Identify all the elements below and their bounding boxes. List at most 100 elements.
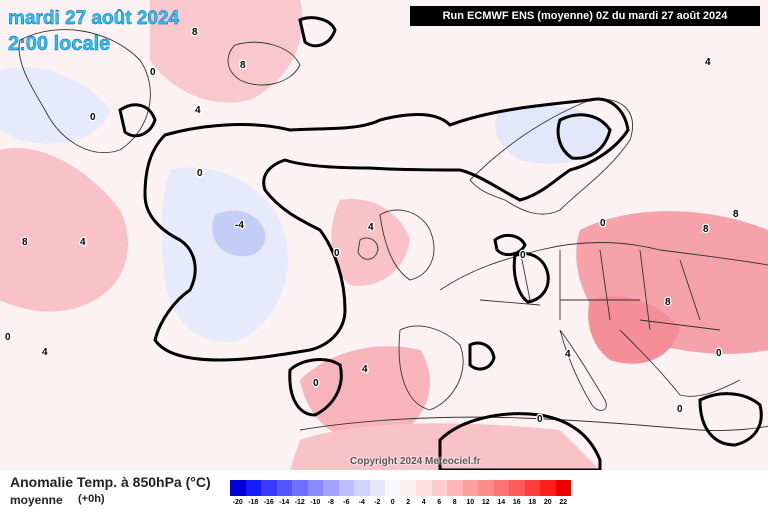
color-scale-swatch bbox=[354, 480, 370, 496]
color-scale-swatch bbox=[385, 480, 401, 496]
coastline-british-isles bbox=[357, 209, 435, 281]
zero-contour-arctic bbox=[118, 16, 337, 138]
color-scale-tick-label: -14 bbox=[279, 499, 290, 506]
zero-contour-atlantic bbox=[143, 97, 630, 362]
color-scale-swatch bbox=[369, 480, 385, 496]
color-scale-tick-label: -2 bbox=[374, 499, 381, 506]
variable-title: Anomalie Temp. à 850hPa (°C) bbox=[10, 474, 211, 490]
zero-contour-mediterranean bbox=[438, 412, 602, 470]
color-scale-swatch bbox=[431, 480, 447, 496]
borders-europe bbox=[479, 249, 721, 331]
color-scale-swatch bbox=[524, 480, 540, 496]
color-scale-tick-label: 18 bbox=[528, 499, 537, 506]
cool-anomaly-areas bbox=[0, 67, 610, 342]
warm-area-north-africa bbox=[290, 423, 600, 470]
warm-area-biscay bbox=[331, 199, 410, 286]
zero-contour-north-sea bbox=[493, 233, 550, 304]
color-scale-swatch bbox=[509, 480, 525, 496]
contour-label-four: 4 bbox=[42, 347, 48, 358]
copyright-notice: Copyright 2024 Meteociel.fr bbox=[350, 456, 481, 467]
color-scale-tick-label: 4 bbox=[421, 499, 426, 506]
cool-area-center bbox=[212, 210, 266, 257]
color-scale-ticks: -20 -18 -16 -14 -12 -10 -8 -6 -4 -2 0 2 4 6 8 10 12 14 16 1… bbox=[230, 499, 571, 509]
color-scale-tick-label: -20 bbox=[232, 499, 243, 506]
color-scale-swatch bbox=[462, 480, 478, 496]
contour-label-zero: 0 bbox=[5, 332, 11, 343]
legend-panel: Anomalie Temp. à 850hPa (°C) moyenne (+0… bbox=[0, 470, 768, 512]
warm-area-west-atlantic bbox=[0, 148, 128, 312]
contour-label-minus4: -4 bbox=[235, 220, 244, 231]
coastlines bbox=[18, 29, 768, 431]
color-scale-swatch bbox=[261, 480, 277, 496]
zero-contours bbox=[118, 16, 763, 470]
coastline-north-africa bbox=[299, 416, 768, 431]
color-scale-tick-label: -18 bbox=[248, 499, 259, 506]
color-scale-swatch bbox=[230, 480, 246, 496]
color-scale-swatch bbox=[292, 480, 308, 496]
color-scale-tick-label: 14 bbox=[497, 499, 506, 506]
contour-label-four: 4 bbox=[80, 237, 86, 248]
coastline-italy bbox=[559, 329, 607, 411]
color-scale-tick-label: -4 bbox=[358, 499, 365, 506]
cool-area-labrador bbox=[0, 67, 110, 144]
forecast-time-title: 2:00 locale bbox=[8, 33, 111, 55]
color-scale-tick-label: 12 bbox=[481, 499, 490, 506]
model-run-banner: Run ECMWF ENS (moyenne) 0Z du mardi 27 a… bbox=[410, 6, 760, 26]
color-scale-tick-label: -6 bbox=[343, 499, 350, 506]
color-scale-tick-label: -16 bbox=[263, 499, 274, 506]
color-scale-tick-label: 0 bbox=[390, 499, 395, 506]
cool-area-norway bbox=[495, 105, 610, 164]
contour-label-eight: 8 bbox=[240, 60, 246, 71]
contour-labels: -4 0 0 0 0 0 0 0 0 0 0 0 4 4 4 4 4 4 4 8… bbox=[4, 26, 741, 427]
contour-label-zero: 0 bbox=[334, 248, 340, 259]
coastline-scandinavia bbox=[469, 98, 634, 215]
forecast-date-title: mardi 27 août 2024 bbox=[8, 8, 180, 29]
color-scale-swatch bbox=[555, 480, 571, 496]
warm-anomaly-areas bbox=[0, 0, 768, 470]
color-scale-swatch bbox=[400, 480, 416, 496]
color-scale-tick-label: 16 bbox=[512, 499, 521, 506]
color-scale-tick-label: 2 bbox=[406, 499, 411, 506]
contour-label-eight: 8 bbox=[192, 27, 198, 38]
warm-area-balkans bbox=[588, 296, 680, 364]
coastline-greenland bbox=[18, 29, 151, 154]
color-scale-tick-label: 10 bbox=[466, 499, 475, 506]
warm-area-greenland bbox=[150, 0, 303, 103]
color-scale bbox=[230, 480, 571, 496]
contour-label-zero: 0 bbox=[90, 112, 96, 123]
color-scale-swatch bbox=[416, 480, 432, 496]
contour-label-zero: 0 bbox=[313, 378, 319, 389]
coastline-continent bbox=[398, 242, 768, 411]
contour-label-zero: 0 bbox=[677, 404, 683, 415]
contour-label-eight: 8 bbox=[665, 297, 671, 308]
color-scale-tick-label: -10 bbox=[310, 499, 321, 506]
ensemble-mean-label: moyenne bbox=[10, 493, 63, 507]
anomaly-map: -4 0 0 0 0 0 0 0 0 0 0 0 4 4 4 4 4 4 4 8… bbox=[0, 0, 768, 470]
contour-label-eight: 8 bbox=[733, 209, 739, 220]
coastline-iceland bbox=[227, 41, 301, 86]
contour-label-zero: 0 bbox=[716, 348, 722, 359]
color-scale-swatch bbox=[276, 480, 292, 496]
zero-contour-black-sea bbox=[698, 392, 763, 447]
contour-label-eight: 8 bbox=[22, 237, 28, 248]
contour-label-zero: 0 bbox=[520, 250, 526, 261]
cool-area-mid-atlantic bbox=[161, 167, 288, 342]
color-scale-tick-label: 20 bbox=[543, 499, 552, 506]
contour-label-four: 4 bbox=[195, 105, 201, 116]
coastline-balkans bbox=[619, 329, 741, 397]
contour-label-zero: 0 bbox=[600, 218, 606, 229]
zero-contour-baltic bbox=[556, 113, 612, 160]
color-scale-swatch bbox=[493, 480, 509, 496]
contour-label-four: 4 bbox=[565, 349, 571, 360]
zero-contour-azores bbox=[288, 358, 343, 417]
contour-label-four: 4 bbox=[368, 222, 374, 233]
color-scale-swatch bbox=[323, 480, 339, 496]
color-scale-swatch bbox=[307, 480, 323, 496]
contour-label-zero: 0 bbox=[197, 168, 203, 179]
color-scale-swatch bbox=[540, 480, 556, 496]
forecast-step-label: (+0h) bbox=[78, 493, 105, 505]
color-scale-swatch bbox=[478, 480, 494, 496]
color-scale-tick-label: -12 bbox=[294, 499, 305, 506]
contour-label-zero: 0 bbox=[150, 67, 156, 78]
